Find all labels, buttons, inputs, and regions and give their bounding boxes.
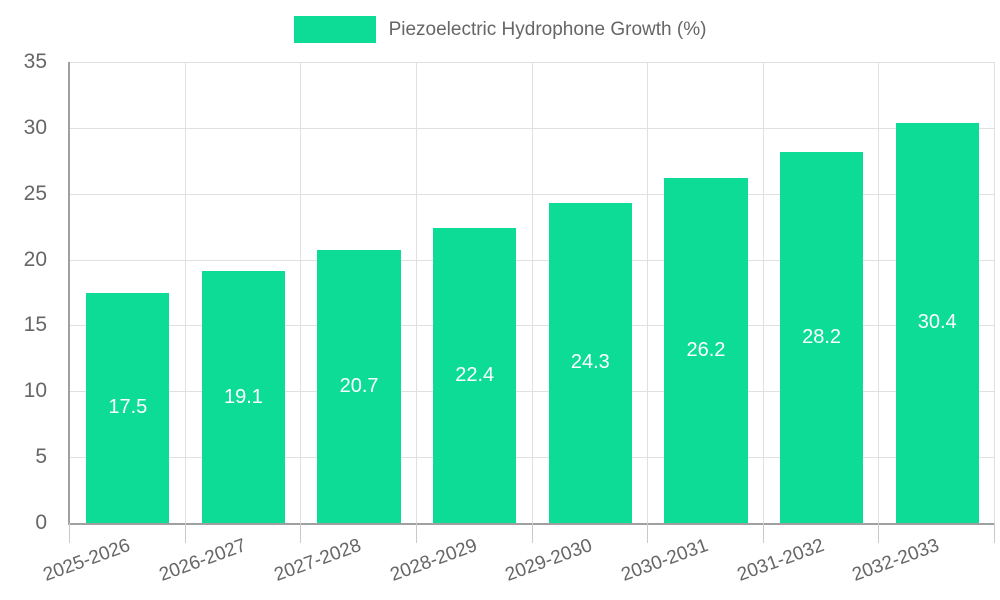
- x-tick-label: 2032-2033: [849, 535, 943, 586]
- bar[interactable]: 30.4: [895, 122, 979, 523]
- y-tick-label: 0: [35, 511, 47, 534]
- bar-value-label: 28.2: [802, 325, 842, 348]
- h-gridline: [70, 193, 995, 195]
- legend-swatch: [293, 16, 376, 43]
- v-gridline: [762, 62, 764, 523]
- bar-value-label: 19.1: [223, 385, 263, 408]
- bar[interactable]: 26.2: [664, 177, 748, 523]
- bar-value-label: 20.7: [339, 375, 379, 398]
- h-gridline: [70, 457, 995, 459]
- x-axis-tick: [415, 523, 417, 543]
- h-gridline: [70, 127, 995, 129]
- x-tick-label: 2026-2027: [156, 535, 249, 586]
- bar[interactable]: 22.4: [433, 227, 517, 523]
- y-tick-label: 35: [23, 50, 47, 73]
- x-axis-tick: [184, 523, 186, 543]
- bar[interactable]: 17.5: [86, 292, 170, 523]
- h-gridline: [70, 62, 995, 63]
- x-tick-label: 2027-2028: [271, 535, 365, 586]
- x-tick-label: 2029-2030: [502, 535, 596, 586]
- h-gridline: [70, 325, 995, 327]
- v-gridline: [878, 62, 880, 523]
- x-axis-labels: 2025-2026 2026-2027 2027-2028 2028-2029 2029…: [40, 527, 993, 600]
- h-gridline: [70, 259, 995, 261]
- x-tick-label: 2028-2029: [387, 535, 480, 586]
- bar-value-label: 22.4: [455, 363, 495, 386]
- bar[interactable]: 19.1: [201, 271, 286, 523]
- v-gridline: [647, 62, 649, 523]
- x-axis-tick: [994, 523, 995, 543]
- x-axis-tick: [647, 523, 649, 543]
- bar[interactable]: 28.2: [779, 151, 864, 523]
- bar-value-label: 26.2: [686, 338, 726, 361]
- bar-value-label: 24.3: [570, 351, 610, 374]
- x-tick-label: 2031-2032: [734, 535, 827, 586]
- v-gridline: [184, 62, 186, 523]
- y-tick-label: 10: [23, 379, 47, 403]
- y-axis-labels: 0 5 10 15 20 25 30 35: [0, 50, 68, 534]
- y-tick-label: 15: [23, 313, 47, 337]
- x-tick-label: 2030-2031: [618, 535, 712, 586]
- bar-value-label: 30.4: [917, 311, 957, 334]
- legend[interactable]: Piezoelectric Hydrophone Growth (%): [0, 16, 1000, 43]
- bar[interactable]: 20.7: [317, 250, 401, 523]
- y-tick-label: 20: [23, 247, 47, 271]
- bar[interactable]: 24.3: [548, 202, 632, 523]
- legend-label: Piezoelectric Hydrophone Growth (%): [388, 18, 707, 40]
- plot-area: 17.5 19.1 20.7 22.4 24.3 26.2 28.2 30.4: [68, 62, 995, 543]
- x-tick-label: 2025-2026: [40, 535, 133, 586]
- v-gridline: [531, 62, 533, 523]
- x-axis-tick: [762, 523, 764, 543]
- x-axis-tick: [878, 523, 880, 543]
- v-gridline: [994, 62, 995, 523]
- x-axis-tick: [531, 523, 533, 543]
- bar-value-label: 17.5: [108, 396, 148, 419]
- x-axis-tick: [69, 523, 70, 543]
- y-tick-label: 25: [23, 181, 47, 205]
- y-tick-label: 30: [23, 115, 47, 139]
- v-gridline: [300, 62, 302, 523]
- y-tick-label: 5: [35, 445, 47, 469]
- v-gridline: [415, 62, 417, 523]
- h-gridline: [70, 391, 995, 393]
- x-axis-tick: [300, 523, 302, 543]
